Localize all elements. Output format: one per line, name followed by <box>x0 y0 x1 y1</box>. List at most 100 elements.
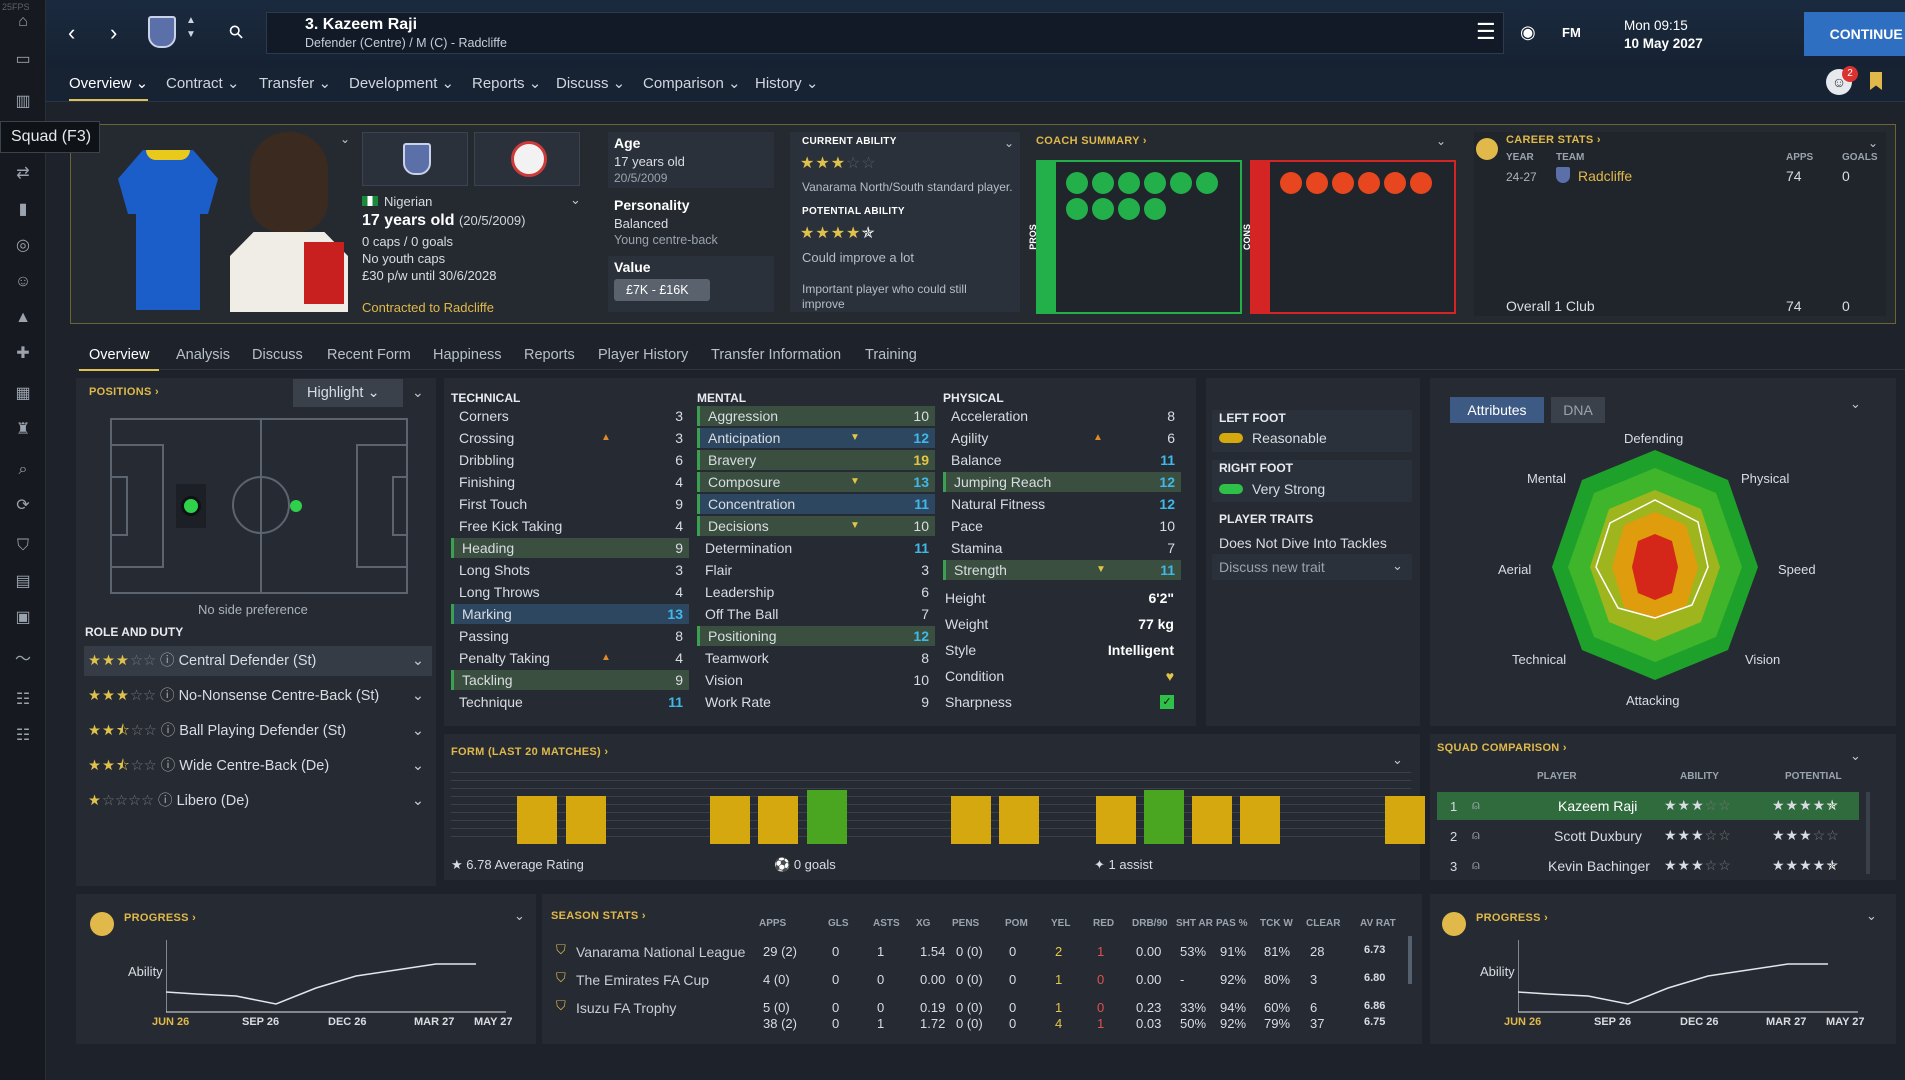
bookmark-icon[interactable] <box>1870 72 1882 90</box>
back-icon[interactable]: ‹ <box>68 20 76 45</box>
pro-trait-icon[interactable] <box>1118 198 1140 220</box>
attribute-row[interactable]: Long Shots 3 <box>451 560 689 580</box>
continue-button[interactable]: CONTINUE » <box>1804 12 1905 56</box>
competition-name[interactable]: Isuzu FA Trophy <box>576 1000 677 1016</box>
con-trait-icon[interactable] <box>1384 172 1406 194</box>
season-col-header[interactable]: CLEAR <box>1306 918 1341 929</box>
form-bar[interactable] <box>565 796 606 844</box>
form-bar[interactable] <box>951 796 992 844</box>
positions-title[interactable]: POSITIONS › <box>89 386 159 398</box>
role-row[interactable]: ★★★☆☆ ⓘ No-Nonsense Centre-Back (St) ⌄ <box>88 688 424 704</box>
nav-contract[interactable]: Contract ⌄ <box>166 75 240 92</box>
medical-icon[interactable]: ✚ <box>16 345 30 362</box>
highlight-dropdown[interactable]: Highlight ⌄ <box>293 379 403 407</box>
squad-player-name[interactable]: Kazeem Raji <box>1558 798 1638 814</box>
attribute-row[interactable]: Technique 11 <box>451 692 689 712</box>
attribute-row[interactable]: Free Kick Taking 4 <box>451 516 689 536</box>
radar-dropdown-icon[interactable]: ⌄ <box>1850 396 1861 411</box>
attribute-row[interactable]: Aggression 10 <box>697 406 935 426</box>
con-trait-icon[interactable] <box>1306 172 1328 194</box>
competitions-icon[interactable]: ♜ <box>15 421 31 438</box>
form-bar[interactable] <box>1385 796 1425 844</box>
dynamics-icon[interactable]: ▮ <box>18 201 28 218</box>
competition-name[interactable]: The Emirates FA Cup <box>576 972 710 988</box>
role-row[interactable]: ★★★☆☆ ⓘ Central Defender (St) ⌄ <box>84 646 432 676</box>
tab-recent-form[interactable]: Recent Form <box>327 347 411 363</box>
form-bar[interactable] <box>806 790 847 844</box>
home-icon[interactable]: ⌂ <box>18 13 28 30</box>
attribute-row[interactable]: Decisions ▼ 10 <box>697 516 935 536</box>
squad-player-name[interactable]: Scott Duxbury <box>1554 828 1642 844</box>
role-row[interactable]: ★★⯪☆☆ ⓘ Ball Playing Defender (St) ⌄ <box>88 723 424 739</box>
search-icon[interactable]: ⚲ <box>224 20 248 44</box>
kit-dropdown-icon[interactable]: ⌄ <box>340 132 351 146</box>
form-bar[interactable] <box>1144 790 1184 844</box>
u18-icon[interactable]: ☷ <box>15 727 31 744</box>
schedule-icon[interactable]: ▦ <box>15 385 31 402</box>
coach-dropdown-icon[interactable]: ⌄ <box>1436 134 1447 148</box>
attribute-row[interactable]: Pace 10 <box>943 516 1181 536</box>
attribute-row[interactable]: Vision 10 <box>697 670 935 690</box>
finances-icon[interactable]: ▤ <box>15 573 31 590</box>
season-col-header[interactable]: RED <box>1093 918 1115 929</box>
form-bar[interactable] <box>517 796 558 844</box>
season-col-header[interactable]: GLS <box>828 918 849 929</box>
social-icon[interactable]: ◉ <box>1520 22 1536 42</box>
attribute-row[interactable]: Long Throws 4 <box>451 582 689 602</box>
tab-discuss[interactable]: Discuss <box>252 347 303 363</box>
form-title[interactable]: FORM (LAST 20 MATCHES) › <box>451 746 609 758</box>
club-badge-box[interactable] <box>362 132 468 186</box>
attribute-row[interactable]: Marking 13 <box>451 604 689 624</box>
attribute-row[interactable]: Teamwork 8 <box>697 648 935 668</box>
attribute-row[interactable]: Finishing 4 <box>451 472 689 492</box>
form-bar[interactable] <box>758 796 799 844</box>
positions-dropdown-icon[interactable]: ⌄ <box>412 384 424 400</box>
attribute-row[interactable]: Leadership 6 <box>697 582 935 602</box>
nation-dropdown-icon[interactable]: ⌄ <box>570 192 581 207</box>
season-col-header[interactable]: XG <box>916 918 931 929</box>
season-col-header[interactable]: TCK W <box>1260 918 1293 929</box>
attribute-row[interactable]: Penalty Taking ▲ 4 <box>451 648 689 668</box>
pro-trait-icon[interactable] <box>1066 198 1088 220</box>
fm-logo[interactable]: FM <box>1562 25 1581 40</box>
scouting-icon[interactable]: ⌕ <box>18 461 28 478</box>
form-bar[interactable] <box>710 796 751 844</box>
con-trait-icon[interactable] <box>1410 172 1432 194</box>
attribute-row[interactable]: Jumping Reach 12 <box>943 472 1181 492</box>
tab-overview[interactable]: Overview <box>78 347 160 371</box>
ability-dropdown-icon[interactable]: ⌄ <box>1004 136 1015 150</box>
coach-summary-title[interactable]: COACH SUMMARY › <box>1036 135 1147 147</box>
squad-dropdown-icon[interactable]: ⌄ <box>1850 748 1861 763</box>
con-trait-icon[interactable] <box>1280 172 1302 194</box>
attribute-row[interactable]: First Touch 9 <box>451 494 689 514</box>
discuss-trait-dropdown[interactable] <box>1212 554 1412 580</box>
form-bar[interactable] <box>999 796 1040 844</box>
attribute-row[interactable]: Acceleration 8 <box>943 406 1181 426</box>
nav-transfer[interactable]: Transfer ⌄ <box>259 75 332 92</box>
attribute-row[interactable]: Concentration 11 <box>697 494 935 514</box>
role-row[interactable]: ★☆☆☆☆ ⓘ Libero (De) ⌄ <box>88 793 424 809</box>
squad-comparison-title[interactable]: SQUAD COMPARISON › <box>1437 742 1567 754</box>
pro-trait-icon[interactable] <box>1196 172 1218 194</box>
radar-tab-dna[interactable]: DNA <box>1551 397 1605 423</box>
form-bar[interactable] <box>1192 796 1233 844</box>
progress-title[interactable]: PROGRESS › <box>124 912 197 924</box>
con-trait-icon[interactable] <box>1358 172 1380 194</box>
season-col-header[interactable]: ASTS <box>873 918 900 929</box>
role-row[interactable]: ★★⯪☆☆ ⓘ Wide Centre-Back (De) ⌄ <box>88 758 424 774</box>
report-icon[interactable]: 〜 <box>14 651 31 668</box>
attribute-row[interactable]: Crossing ▲ 3 <box>451 428 689 448</box>
nav-discuss[interactable]: Discuss ⌄ <box>556 75 626 92</box>
pro-trait-icon[interactable] <box>1118 172 1140 194</box>
club-switch-icon[interactable]: ▲ ▼ <box>186 15 196 40</box>
data-hub-icon[interactable]: ◎ <box>16 237 30 254</box>
accomplished-position-marker[interactable] <box>290 500 302 512</box>
form-bar[interactable] <box>1095 796 1136 844</box>
attribute-row[interactable]: Corners 3 <box>451 406 689 426</box>
season-col-header[interactable]: APPS <box>759 918 787 929</box>
attribute-row[interactable]: Bravery 19 <box>697 450 935 470</box>
forward-icon[interactable]: › <box>110 20 118 45</box>
tab-player-history[interactable]: Player History <box>598 347 689 363</box>
attribute-row[interactable]: Natural Fitness 12 <box>943 494 1181 514</box>
squad-icon[interactable]: ▥ <box>15 93 31 110</box>
